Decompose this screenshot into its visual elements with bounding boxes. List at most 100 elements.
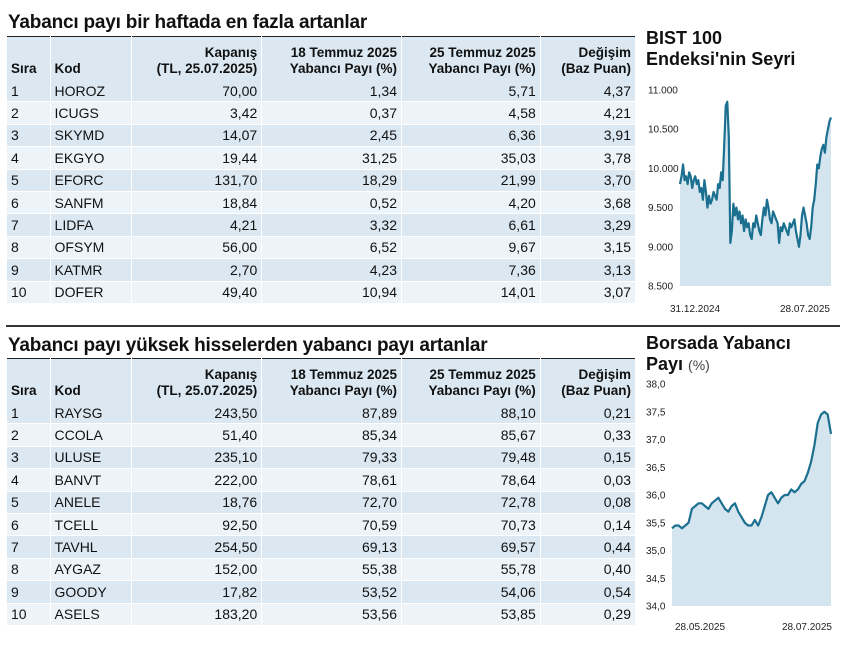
chart1-title-line1: BIST 100 <box>646 28 723 48</box>
table2-cell-yabanci-payi-18: 72,70 <box>261 491 402 514</box>
table1-cell-kapanis: 4,21 <box>130 213 262 237</box>
table2-cell-kod: ULUSE <box>49 446 132 470</box>
table1-cell-yabanci-payi-25: 5,71 <box>401 80 541 103</box>
table2-cell-kapanis: 183,20 <box>130 603 262 626</box>
table2-row: 7 TAVHL 254,50 69,13 69,57 0,44 <box>6 535 635 559</box>
table1-cell-yabanci-payi-25: 7,36 <box>401 258 541 282</box>
table1-cell-yabanci-payi-18: 18,29 <box>261 169 402 192</box>
table1-cell-degisim: 3,68 <box>539 191 635 215</box>
chart1-ytick-label: 10.500 <box>648 125 679 136</box>
table1-cell-kapanis: 131,70 <box>130 169 262 192</box>
table1-cell-sira: 2 <box>6 101 51 125</box>
table1-row: 1 HOROZ 70,00 1,34 5,71 4,37 <box>6 80 635 103</box>
table2-cell-kod: GOODY <box>49 580 132 604</box>
chart2-ytick-label: 34,5 <box>646 574 666 585</box>
table1-cell-yabanci-payi-18: 0,37 <box>261 101 402 125</box>
chart1-area <box>680 101 831 286</box>
table1-header-y2-line1: 25 Temmuz 2025 <box>429 45 536 60</box>
table1-cell-kod: SKYMD <box>49 124 132 148</box>
table2-cell-kod: RAYSG <box>49 402 132 425</box>
table2-cell-kapanis: 92,50 <box>130 513 262 537</box>
table1-cell-yabanci-payi-18: 2,45 <box>261 124 402 148</box>
table2-header-kapanis: Kapanış (TL, 25.07.2025) <box>130 358 262 402</box>
table2-cell-kapanis: 254,50 <box>130 535 262 559</box>
chart2-ytick-label: 38,0 <box>646 380 666 391</box>
table1-cell-kapanis: 19,44 <box>130 146 262 170</box>
table1-cell-kod: OFSYM <box>49 236 132 260</box>
table2-cell-kod: BANVT <box>49 468 132 492</box>
table2-row: 9 GOODY 17,82 53,52 54,06 0,54 <box>6 580 635 604</box>
table2-header-y1: 18 Temmuz 2025 Yabancı Payı (%) <box>261 358 402 402</box>
table2-header-kapanis-line2: (TL, 25.07.2025) <box>156 383 258 398</box>
table1-cell-degisim: 3,29 <box>539 213 635 237</box>
table1-row: 3 SKYMD 14,07 2,45 6,36 3,91 <box>6 124 635 148</box>
table1-cell-kod: EFORC <box>49 169 132 192</box>
chart2-ytick-label: 35,0 <box>646 546 666 557</box>
table2-cell-sira: 7 <box>6 535 51 559</box>
chart1-ytick-label: 9.500 <box>648 203 673 214</box>
table2-cell-yabanci-payi-25: 54,06 <box>401 580 541 604</box>
table2: Sıra Kod Kapanış (TL, 25.07.2025) 18 Temm… <box>6 358 635 626</box>
table1-header-sira: Sıra <box>6 36 51 80</box>
table1-cell-sira: 1 <box>6 80 51 103</box>
table1-cell-kapanis: 3,42 <box>130 101 262 125</box>
chart1-title-line2: Endeksi'nin Seyri <box>646 49 796 69</box>
chart1-ytick-label: 11.000 <box>648 86 678 97</box>
table1: Sıra Kod Kapanış (TL, 25.07.2025) 18 Temm… <box>6 36 635 304</box>
table2-cell-degisim: 0,54 <box>539 580 635 604</box>
table1-cell-sira: 6 <box>6 191 51 215</box>
chart1-series-line <box>678 100 833 248</box>
table2-header-y2-line2: Yabancı Payı (%) <box>428 383 536 398</box>
table2-header-kapanis-line1: Kapanış <box>204 367 258 382</box>
table2-cell-degisim: 0,08 <box>539 491 635 514</box>
chart1-title: BIST 100 Endeksi'nin Seyri <box>646 28 795 70</box>
table1-header-kod: Kod <box>49 36 132 80</box>
table1-header-row: Sıra Kod Kapanış (TL, 25.07.2025) 18 Temm… <box>6 36 635 80</box>
table2-cell-kapanis: 243,50 <box>130 402 262 425</box>
table2-cell-yabanci-payi-18: 55,38 <box>261 558 402 582</box>
table2-cell-degisim: 0,33 <box>539 423 635 447</box>
table1-title: Yabancı payı bir haftada en fazla artanl… <box>8 12 368 33</box>
table1-cell-yabanci-payi-18: 6,52 <box>261 236 402 260</box>
table2-row: 2 CCOLA 51,40 85,34 85,67 0,33 <box>6 423 635 447</box>
table2-cell-degisim: 0,44 <box>539 535 635 559</box>
table1-row: 5 EFORC 131,70 18,29 21,99 3,70 <box>6 169 635 192</box>
table2-cell-kod: TCELL <box>49 513 132 537</box>
table2-row: 4 BANVT 222,00 78,61 78,64 0,03 <box>6 468 635 492</box>
table1-cell-kod: LIDFA <box>49 213 132 237</box>
table2-header-degisim-line1: Değişim <box>578 367 631 382</box>
table2-cell-degisim: 0,21 <box>539 402 635 425</box>
chart2-area <box>672 411 831 606</box>
table2-cell-yabanci-payi-25: 70,73 <box>401 513 541 537</box>
chart1-ytick-label: 8.500 <box>648 282 673 293</box>
table1-cell-yabanci-payi-18: 3,32 <box>261 213 402 237</box>
table1-header-kapanis-line2: (TL, 25.07.2025) <box>156 61 258 76</box>
chart2-foreign-share: 38,0 37,5 37,0 36,5 36,0 35,5 35,0 34,5 34,0 28.0… <box>646 380 832 634</box>
table1-cell-kod: DOFER <box>49 281 132 304</box>
table2-cell-yabanci-payi-25: 88,10 <box>401 402 541 425</box>
table2-cell-yabanci-payi-25: 72,78 <box>401 491 541 514</box>
table2-cell-kod: ANELE <box>49 491 132 514</box>
table1-cell-degisim: 3,13 <box>539 258 635 282</box>
table2-cell-yabanci-payi-25: 53,85 <box>401 603 541 626</box>
table2-cell-kod: CCOLA <box>49 423 132 447</box>
table2-cell-yabanci-payi-18: 69,13 <box>261 535 402 559</box>
table2-cell-sira: 1 <box>6 402 51 425</box>
chart2-title-line2: Payı <box>646 354 684 374</box>
table1-cell-sira: 5 <box>6 169 51 192</box>
table2-cell-degisim: 0,14 <box>539 513 635 537</box>
table1-cell-yabanci-payi-25: 14,01 <box>401 281 541 304</box>
table1-header-y1-line1: 18 Temmuz 2025 <box>290 45 397 60</box>
chart2-title-line1: Borsada Yabancı <box>646 333 791 353</box>
table1-cell-kod: HOROZ <box>49 80 132 103</box>
table2-cell-yabanci-payi-18: 53,52 <box>261 580 402 604</box>
chart2-title: Borsada Yabancı Payı (%) <box>646 333 791 376</box>
table1-cell-kapanis: 49,40 <box>130 281 262 304</box>
chart2-ytick-label: 36,5 <box>646 463 666 474</box>
table2-cell-yabanci-payi-18: 53,56 <box>261 603 402 626</box>
table1-cell-kapanis: 70,00 <box>130 80 262 103</box>
chart1-bist100: 11.000 10.500 10.000 9.500 9.000 8.500 31.12.2… <box>648 86 833 315</box>
table2-cell-yabanci-payi-18: 85,34 <box>261 423 402 447</box>
table2-row: 6 TCELL 92,50 70,59 70,73 0,14 <box>6 513 635 537</box>
table2-cell-kapanis: 152,00 <box>130 558 262 582</box>
